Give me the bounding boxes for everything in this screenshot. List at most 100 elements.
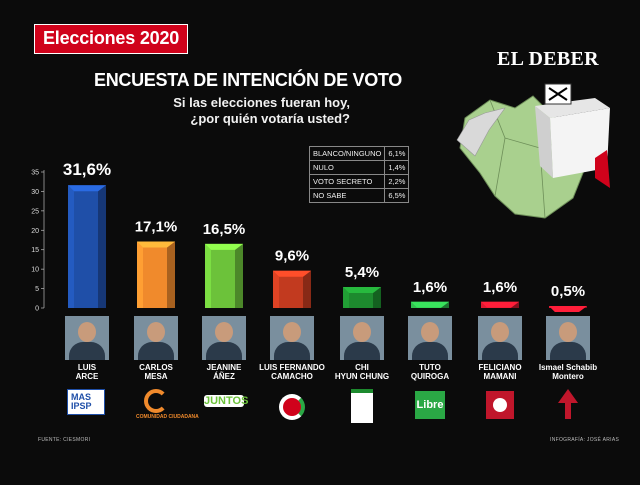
bar-highlight	[68, 185, 74, 308]
bar-highlight	[205, 243, 211, 308]
bar-highlight	[273, 270, 279, 308]
red-arrow-icon	[595, 150, 610, 188]
bar-side	[167, 241, 175, 308]
candidate-name-line-1: FELICIANO	[478, 363, 522, 372]
credit-note: INFOGRAFÍA: JOSÉ ARIAS	[550, 437, 620, 443]
candidate-name-line-1: JEANINE	[206, 363, 242, 372]
bar-value-label: 16,5%	[203, 221, 246, 238]
candidate-name-line-2: MESA	[144, 372, 168, 381]
source-note: FUENTE: CIESMORI	[38, 437, 91, 443]
party-logo-icon	[480, 389, 520, 421]
bar-top	[68, 185, 106, 192]
bar-side	[98, 185, 106, 308]
bar-value-label: 1,6%	[483, 279, 517, 296]
party-logo-icon: COMUNIDAD CIUDADANA	[136, 389, 199, 421]
bar	[411, 301, 449, 308]
bar-top	[411, 301, 449, 308]
y-tick-label: 5	[35, 286, 39, 293]
party-logo-text: COMUNIDAD CIUDADANA	[136, 414, 199, 420]
bar-top	[343, 287, 381, 294]
party-logo-text: MAS IPSP	[67, 389, 105, 415]
candidate-photo	[270, 316, 314, 360]
y-tick-label: 25	[31, 208, 39, 215]
bar-top	[481, 301, 519, 308]
bar	[549, 306, 587, 313]
candidate-name: LUIS FERNANDO CAMACHO	[247, 363, 337, 381]
candidate-photo	[478, 316, 522, 360]
candidate-name: Ismael Schabib Montero	[523, 363, 613, 381]
edition-tag: Elecciones 2020	[34, 24, 189, 54]
other-votes-row: NO SABE 6,5%	[308, 188, 410, 203]
candidate-name-line-2: Montero	[552, 372, 584, 381]
bar-top	[549, 306, 587, 313]
party-logo-icon	[342, 389, 382, 423]
subtitle-line-1: Si las elecciones fueran hoy,	[173, 95, 350, 110]
party-logo-icon: JUNTOS	[204, 389, 249, 421]
party-logo-text: JUNTOS	[204, 395, 249, 407]
candidate-name: LUIS ARCE	[42, 363, 132, 381]
other-votes-value: 6,5%	[384, 188, 410, 203]
bar-value-label: 0,5%	[551, 283, 585, 300]
candidate-name-line-2: ÁÑEZ	[213, 372, 235, 381]
candidate-name-line-1: CARLOS	[139, 363, 173, 372]
candidate-photo	[546, 316, 590, 360]
bar-top	[205, 243, 243, 250]
candidate-photo	[202, 316, 246, 360]
bar-value-label: 1,6%	[413, 279, 447, 296]
bolivia-map-ballot-box-illustration	[456, 83, 610, 219]
candidate-name-line-2: CAMACHO	[271, 372, 313, 381]
candidate-name: CARLOS MESA	[111, 363, 201, 381]
bar-value-label: 17,1%	[135, 219, 178, 236]
party-logo-icon	[548, 389, 588, 421]
bar	[343, 287, 381, 308]
bar-value-label: 9,6%	[275, 248, 309, 265]
candidate-name-line-2: ARCE	[75, 372, 99, 381]
candidate-name: CHI HYUN CHUNG	[317, 363, 407, 381]
y-tick-label: 35	[31, 170, 39, 177]
bar-top	[273, 270, 311, 277]
candidate-name-line-1: LUIS	[77, 363, 97, 372]
candidate-name: JEANINE ÁÑEZ	[179, 363, 269, 381]
bar-side	[303, 270, 311, 308]
bar-top	[137, 241, 175, 248]
candidate-name-line-2: HYUN CHUNG	[334, 372, 390, 381]
chart-title: ENCUESTA DE INTENCIÓN DE VOTO	[94, 70, 402, 90]
candidate-photo	[65, 316, 109, 360]
candidate-name-line-1: CHI	[355, 363, 369, 372]
party-logo-icon: MAS IPSP	[67, 389, 107, 421]
party-logo-icon	[272, 389, 312, 421]
bar-highlight	[137, 241, 143, 308]
bar-side	[511, 301, 519, 308]
bar	[481, 301, 519, 308]
y-tick-label: 30	[31, 189, 39, 196]
y-tick-label: 20	[31, 228, 39, 235]
chart-subtitle: Si las elecciones fueran hoy, ¿por quién…	[120, 95, 350, 127]
bar-value-label: 31,6%	[63, 160, 111, 179]
bar	[137, 241, 175, 308]
party-logo-text: Libre	[415, 391, 445, 419]
bar-value-label: 5,4%	[345, 264, 379, 281]
y-tick-label: 0	[35, 306, 39, 313]
candidate-photo	[134, 316, 178, 360]
candidate-name-line-1: LUIS FERNANDO	[259, 363, 325, 372]
bar	[273, 270, 311, 308]
bar-side	[373, 287, 381, 308]
candidate-name-line-2: MAMANI	[483, 372, 517, 381]
other-votes-label: NO SABE	[308, 188, 386, 203]
bar	[68, 185, 106, 308]
candidate-photo	[340, 316, 384, 360]
subtitle-line-2: ¿por quién votaría usted?	[190, 111, 350, 126]
bar-side	[235, 243, 243, 308]
y-tick-label: 15	[31, 247, 39, 254]
party-logo-icon: Libre	[410, 389, 450, 421]
candidate-name: FELICIANO MAMANI	[455, 363, 545, 381]
candidate-name-line-1: Ismael Schabib	[538, 363, 598, 372]
bar-highlight	[343, 287, 349, 308]
y-tick-label: 10	[31, 267, 39, 274]
other-votes-table: BLANCO/NINGUNO 6,1% NULO 1,4% VOTO SECRE…	[308, 146, 410, 203]
candidate-name: TUTO QUIROGA	[385, 363, 475, 381]
brand-logo: EL DEBER	[497, 48, 599, 70]
bar	[205, 243, 243, 308]
bar-highlight	[411, 301, 417, 308]
